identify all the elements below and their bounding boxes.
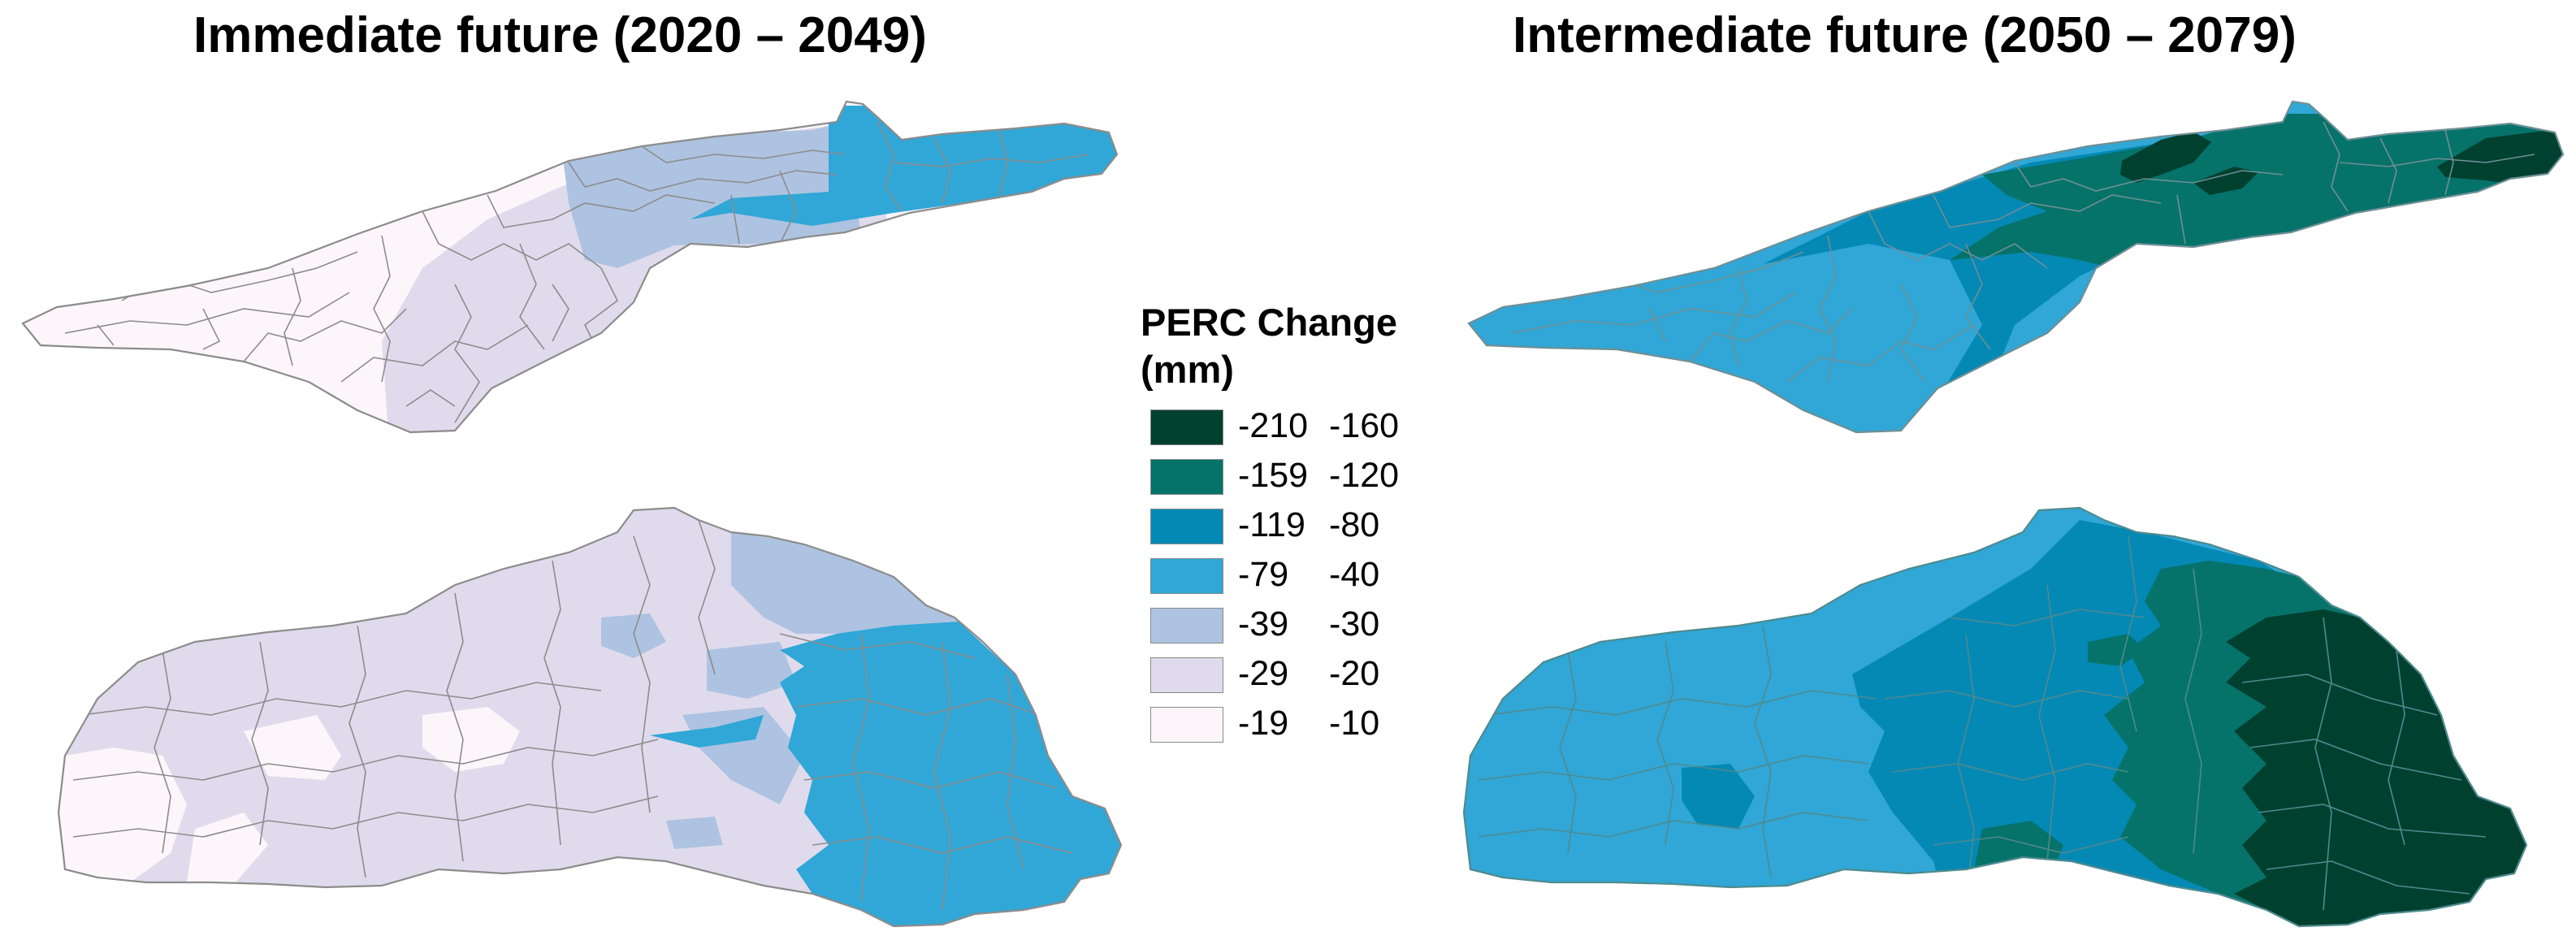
legend-item: -19 -10 <box>1141 700 1397 750</box>
zone-minus10 <box>89 768 138 812</box>
map-immediate-top <box>21 100 1119 434</box>
zone-minus30 <box>666 817 723 849</box>
legend-max: -30 <box>1329 604 1380 644</box>
basin-outline <box>1467 100 2565 434</box>
legend-min: -19 <box>1238 704 1289 743</box>
zone-minus160 <box>2226 609 2526 926</box>
legend-max: -160 <box>1329 406 1400 445</box>
legend-min: -119 <box>1238 505 1305 544</box>
zone-minus30 <box>707 642 796 699</box>
legend-item: -119 -80 <box>1141 502 1397 552</box>
legend-max: -40 <box>1329 555 1380 594</box>
title-intermediate-future: Intermediate future (2050 – 2079) <box>1513 7 2297 63</box>
zone-minus160 <box>2120 132 2211 183</box>
legend-swatch <box>1150 459 1223 495</box>
legend-item: -39 -30 <box>1141 601 1397 651</box>
legend-max: -80 <box>1329 505 1380 544</box>
zone-minus120 <box>2088 634 2145 666</box>
legend-swatch <box>1150 558 1223 594</box>
legend-unit: (mm) <box>1141 348 1234 391</box>
legend-swatch <box>1150 608 1223 644</box>
title-immediate-future: Immediate future (2020 – 2049) <box>193 7 927 63</box>
zone-minus80 <box>1682 764 1755 829</box>
legend-item: -79 -40 <box>1141 552 1397 601</box>
legend-min: -159 <box>1238 456 1309 495</box>
legend-min: -39 <box>1238 604 1289 644</box>
legend-item: -159 -120 <box>1141 453 1400 502</box>
legend-item: -210 -160 <box>1141 403 1400 453</box>
zone-minus10 <box>187 812 268 882</box>
legend-min: -210 <box>1238 406 1309 445</box>
basin-outline <box>57 506 1123 928</box>
legend-swatch <box>1150 657 1223 693</box>
legend-max: -20 <box>1329 654 1380 693</box>
zone-minus120 <box>1950 114 2563 292</box>
legend-title: PERC Change <box>1141 301 1397 344</box>
basin-outline <box>21 100 1119 434</box>
zone-minus30 <box>731 532 959 634</box>
legend-item: -29 -20 <box>1141 651 1397 700</box>
zone-minus40 <box>780 622 1121 926</box>
zone-minus160 <box>2193 167 2258 195</box>
legend-swatch <box>1150 707 1223 743</box>
legend-min: -79 <box>1238 555 1289 594</box>
legend-swatch <box>1150 410 1223 445</box>
legend-max: -10 <box>1329 704 1380 743</box>
legend: PERC Change (mm) -210 -160 -159 -120 -11… <box>1141 299 1400 750</box>
basin-outline <box>1462 506 2528 928</box>
map-intermediate-bottom <box>1462 506 2528 928</box>
legend-max: -120 <box>1329 456 1400 495</box>
legend-swatch <box>1150 509 1223 544</box>
legend-min: -29 <box>1238 654 1289 693</box>
map-immediate-bottom <box>57 506 1123 928</box>
map-intermediate-top <box>1467 100 2565 434</box>
zone-minus40 <box>650 715 764 748</box>
